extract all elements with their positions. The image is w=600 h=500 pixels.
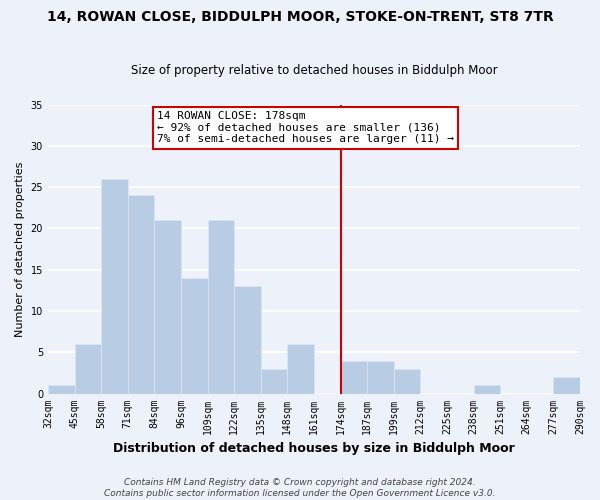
- Bar: [287, 344, 314, 394]
- Text: Contains HM Land Registry data © Crown copyright and database right 2024.
Contai: Contains HM Land Registry data © Crown c…: [104, 478, 496, 498]
- Bar: [394, 369, 421, 394]
- Bar: [367, 360, 394, 394]
- Y-axis label: Number of detached properties: Number of detached properties: [15, 162, 25, 336]
- Title: Size of property relative to detached houses in Biddulph Moor: Size of property relative to detached ho…: [131, 64, 497, 77]
- Bar: [181, 278, 208, 394]
- Bar: [48, 386, 74, 394]
- Bar: [208, 220, 234, 394]
- Bar: [101, 179, 128, 394]
- Text: 14, ROWAN CLOSE, BIDDULPH MOOR, STOKE-ON-TRENT, ST8 7TR: 14, ROWAN CLOSE, BIDDULPH MOOR, STOKE-ON…: [47, 10, 553, 24]
- Bar: [261, 369, 287, 394]
- Bar: [553, 377, 580, 394]
- Bar: [128, 196, 154, 394]
- X-axis label: Distribution of detached houses by size in Biddulph Moor: Distribution of detached houses by size …: [113, 442, 515, 455]
- Bar: [154, 220, 181, 394]
- Bar: [341, 360, 367, 394]
- Bar: [234, 286, 261, 394]
- Bar: [74, 344, 101, 394]
- Text: 14 ROWAN CLOSE: 178sqm
← 92% of detached houses are smaller (136)
7% of semi-det: 14 ROWAN CLOSE: 178sqm ← 92% of detached…: [157, 111, 454, 144]
- Bar: [473, 386, 500, 394]
